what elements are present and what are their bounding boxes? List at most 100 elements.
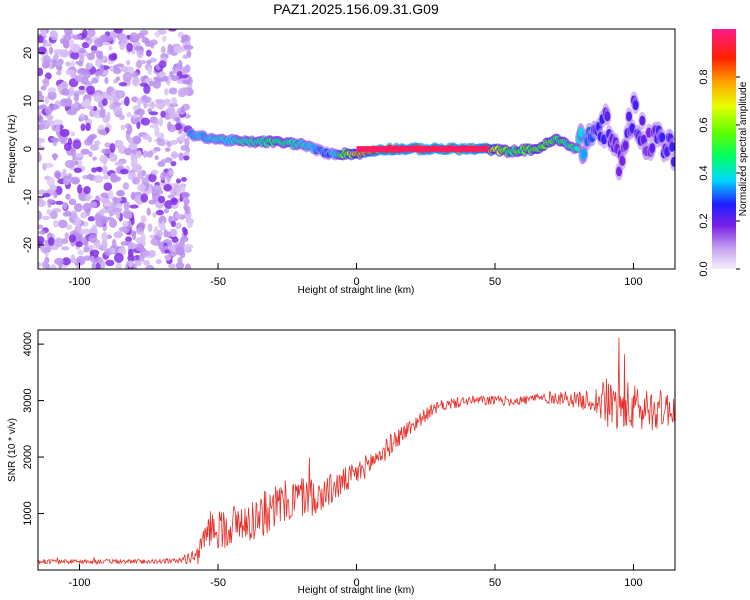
noise-speckle: [99, 154, 109, 164]
noise-speckle: [108, 65, 114, 72]
noise-speckle: [130, 191, 136, 200]
noise-speckle: [143, 260, 151, 266]
noise-speckle: [130, 217, 135, 225]
noise-speckle: [140, 215, 147, 223]
noise-speckle: [186, 220, 193, 229]
x-tick-label: 0: [353, 577, 359, 589]
noise-speckle: [127, 242, 137, 250]
noise-speckle: [129, 38, 139, 43]
ridge-core: [422, 146, 426, 152]
ridge-core: [363, 146, 366, 152]
noise-speckle: [174, 213, 183, 218]
noise-speckle: [140, 233, 146, 242]
colorbar-gradient: [712, 29, 736, 269]
noise-speckle: [116, 140, 124, 148]
noise-speckle: [118, 82, 128, 87]
noise-speckle: [149, 57, 157, 63]
noise-speckle: [101, 231, 109, 242]
noise-speckle: [102, 41, 111, 46]
ridge-core: [403, 146, 406, 152]
noise-speckle: [106, 35, 114, 42]
colorbar-tick-label: 0.6: [698, 117, 710, 132]
noise-speckle: [154, 119, 159, 126]
ridge-core: [356, 146, 359, 152]
noise-speckle: [174, 222, 182, 230]
ridge-core: [462, 146, 466, 152]
noise-speckle: [99, 197, 109, 203]
noise-speckle: [127, 254, 135, 262]
ridge-core: [478, 146, 481, 152]
noise-speckle: [158, 117, 164, 127]
ridge-mark: [669, 141, 675, 152]
noise-speckle: [38, 110, 42, 117]
y-tick-label: 2000: [22, 445, 34, 469]
noise-speckle: [175, 261, 185, 269]
ridge-mark: [670, 156, 675, 167]
noise-speckle: [55, 64, 63, 71]
noise-speckle: [183, 155, 190, 161]
noise-speckle: [162, 100, 172, 107]
ridge-core: [394, 146, 397, 152]
y-tick-label: -10: [22, 189, 34, 205]
noise-speckle: [132, 135, 142, 145]
noise-speckle: [93, 175, 104, 184]
noise-speckle: [109, 142, 116, 153]
noise-speckle: [38, 224, 44, 230]
noise-speckle: [150, 238, 158, 246]
x-tick-label: 100: [624, 276, 642, 288]
noise-speckle: [53, 49, 63, 55]
noise-speckle: [134, 259, 142, 267]
spectrogram-heatmap: [38, 29, 675, 269]
noise-speckle: [141, 176, 146, 184]
noise-speckle: [80, 211, 88, 219]
noise-speckle: [154, 155, 159, 161]
noise-speckle: [158, 60, 167, 69]
noise-speckle: [154, 98, 165, 104]
x-tick-label: -100: [69, 276, 91, 288]
x-tick-label: -100: [69, 577, 91, 589]
noise-speckle: [94, 140, 101, 146]
ridge-mark: [604, 111, 611, 122]
ridge-mark: [639, 115, 646, 126]
noise-speckle: [154, 131, 161, 138]
noise-speckle: [77, 184, 83, 194]
noise-speckle: [87, 29, 96, 38]
noise-speckle: [148, 249, 156, 258]
noise-speckle: [179, 250, 186, 259]
noise-speckle: [93, 92, 102, 103]
noise-speckle: [38, 67, 44, 77]
noise-speckle: [175, 117, 181, 125]
noise-speckle: [137, 183, 146, 192]
noise-speckle: [70, 254, 75, 264]
noise-speckle: [110, 174, 119, 183]
noise-speckle: [94, 213, 103, 222]
noise-speckle: [146, 59, 152, 65]
noise-speckle: [84, 240, 89, 247]
noise-speckle: [68, 198, 77, 206]
noise-speckle: [175, 178, 182, 184]
ridge-core: [445, 146, 448, 152]
noise-speckle: [181, 191, 190, 199]
noise-speckle: [38, 261, 42, 268]
colorbar-label: Normalized spectral amplitude: [738, 81, 749, 216]
ridge-core: [400, 146, 404, 152]
noise-speckle: [148, 111, 159, 116]
ridge-core: [431, 146, 435, 152]
noise-speckle: [73, 92, 80, 102]
noise-speckle: [128, 260, 133, 268]
noise-speckle: [171, 197, 178, 206]
ridge-core: [411, 146, 415, 152]
noise-speckle: [160, 158, 167, 165]
ridge-core: [429, 146, 433, 152]
ridge-core: [380, 146, 384, 152]
ridge-mark: [632, 100, 639, 111]
noise-speckle: [181, 79, 192, 85]
noise-speckle: [86, 52, 95, 61]
noise-speckle: [38, 94, 45, 102]
noise-speckle: [170, 97, 177, 103]
noise-speckle: [160, 172, 166, 181]
noise-speckle: [46, 176, 55, 187]
noise-speckle: [108, 53, 117, 61]
noise-speckle: [157, 140, 166, 147]
noise-speckle: [138, 112, 144, 118]
